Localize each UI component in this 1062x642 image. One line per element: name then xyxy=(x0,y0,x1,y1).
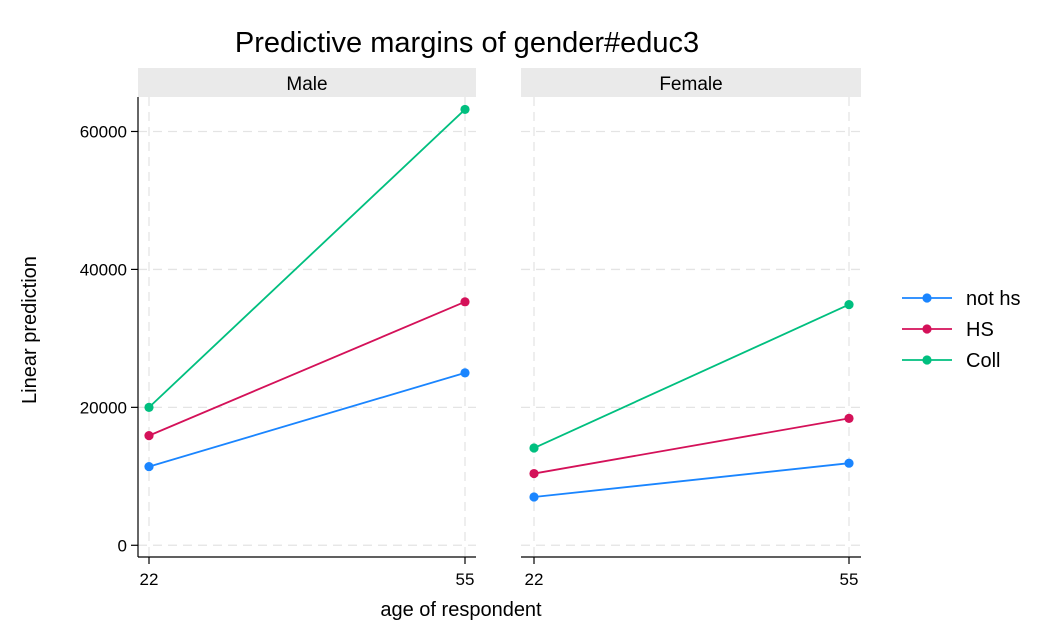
x-tick-label: 55 xyxy=(456,570,475,589)
y-tick-label: 40000 xyxy=(80,260,127,279)
legend-swatch-marker xyxy=(922,355,932,365)
legend-label: Coll xyxy=(966,350,1000,372)
legend-swatch-marker xyxy=(922,293,932,303)
y-axis: 0 20000 40000 60000 xyxy=(80,97,139,557)
legend-swatch-marker xyxy=(922,324,932,334)
x-tick-label: 22 xyxy=(140,570,159,589)
data-point xyxy=(529,468,539,479)
series-line xyxy=(533,417,850,475)
y-tick-label: 20000 xyxy=(80,398,127,417)
data-point xyxy=(529,492,539,502)
data-point xyxy=(460,104,470,115)
series-line xyxy=(533,303,850,449)
data-point xyxy=(844,299,854,310)
data-point xyxy=(144,462,154,472)
series-line xyxy=(148,108,466,408)
y-tick-label: 60000 xyxy=(80,122,127,141)
y-axis-title: Linear prediction xyxy=(19,256,41,404)
data-point xyxy=(844,458,854,468)
data-point xyxy=(460,297,470,307)
x-tick-label: 55 xyxy=(840,570,859,589)
data-point xyxy=(144,431,154,441)
panel-male: Male 22 55 xyxy=(138,68,476,589)
panel-female: Female 22 55 xyxy=(521,68,861,589)
data-point xyxy=(529,443,539,453)
y-tick-label: 0 xyxy=(118,536,127,555)
panel-strip-female xyxy=(521,68,861,97)
panel-label-female: Female xyxy=(659,74,722,95)
series-line xyxy=(533,462,850,498)
x-tick-label: 22 xyxy=(525,570,544,589)
legend: not hs HS Coll xyxy=(902,288,1020,372)
legend-label: HS xyxy=(966,319,994,341)
legend-label: not hs xyxy=(966,288,1020,310)
data-point xyxy=(844,413,854,423)
panel-strip-male xyxy=(138,68,476,97)
x-axis-title: age of respondent xyxy=(380,599,542,621)
series-line xyxy=(148,371,466,468)
data-point xyxy=(460,368,470,378)
data-point xyxy=(144,402,154,412)
series-line xyxy=(148,300,466,437)
chart-title: Predictive margins of gender#educ3 xyxy=(235,27,699,59)
panel-label-male: Male xyxy=(286,74,327,95)
